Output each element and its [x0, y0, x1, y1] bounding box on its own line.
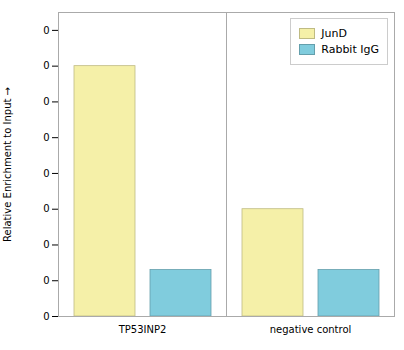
svg-text:0: 0 — [43, 60, 49, 71]
svg-text:TP53INP2: TP53INP2 — [118, 324, 167, 335]
svg-text:Relative Enrichment to Input →: Relative Enrichment to Input → — [2, 87, 13, 242]
svg-text:negative control: negative control — [270, 324, 352, 335]
svg-text:0: 0 — [43, 203, 49, 214]
svg-text:0: 0 — [43, 239, 49, 250]
svg-text:0: 0 — [43, 275, 49, 286]
svg-text:0: 0 — [43, 96, 49, 107]
svg-text:0: 0 — [43, 25, 49, 36]
html-text:JunD: JunD — [321, 27, 347, 40]
svg-text:0: 0 — [43, 168, 49, 179]
svg-text:0: 0 — [43, 132, 49, 143]
svg-text:0: 0 — [43, 311, 49, 322]
html-text:Rabbit IgG: Rabbit IgG — [321, 43, 379, 56]
